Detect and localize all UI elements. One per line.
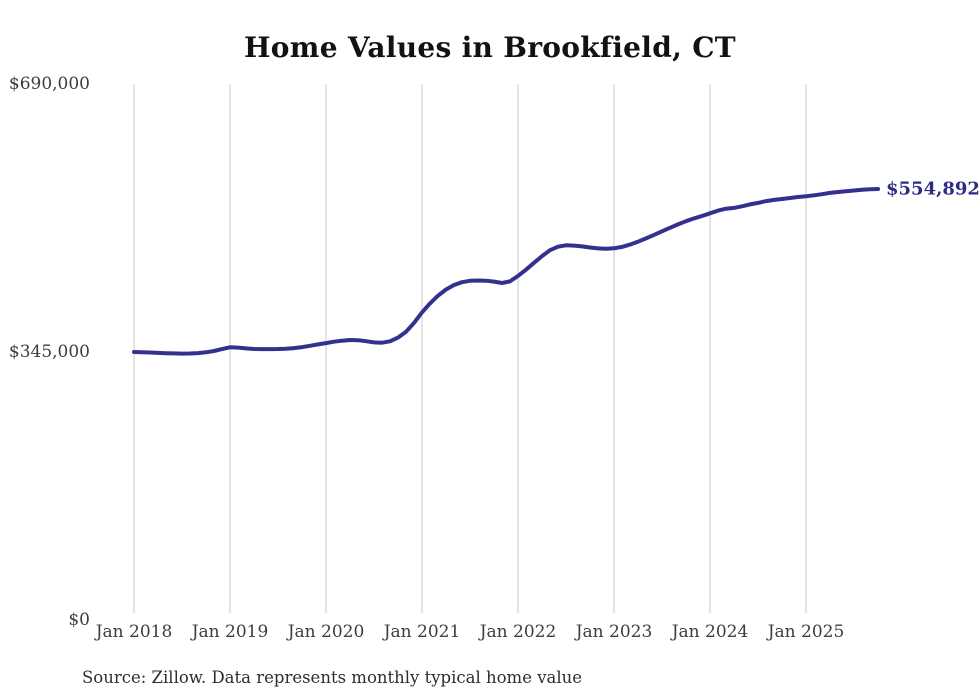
x-tick-jan-2021: Jan 2021 <box>383 622 461 642</box>
x-tick-jan-2023: Jan 2023 <box>575 622 653 642</box>
x-tick-jan-2022: Jan 2022 <box>479 622 557 642</box>
x-tick-jan-2020: Jan 2020 <box>287 622 365 642</box>
home-value-line <box>132 187 880 356</box>
y-tick-0: $0 <box>68 610 90 630</box>
x-tick-jan-2019: Jan 2019 <box>191 622 269 642</box>
x-tick-jan-2024: Jan 2024 <box>671 622 749 642</box>
x-tick-jan-2018: Jan 2018 <box>95 622 173 642</box>
y-tick-345000: $345,000 <box>8 342 90 362</box>
chart-title: Home Values in Brookfield, CT <box>244 31 736 64</box>
source-attribution: Source: Zillow. Data represents monthly … <box>82 668 583 687</box>
y-tick-690000: $690,000 <box>8 74 90 94</box>
latest-value-label: $554,892 <box>886 178 980 200</box>
x-tick-jan-2025: Jan 2025 <box>767 622 845 642</box>
